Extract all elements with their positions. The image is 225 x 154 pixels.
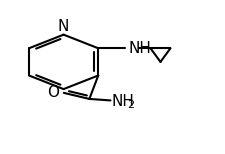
Text: N: N <box>58 19 69 34</box>
Text: NH: NH <box>112 94 135 109</box>
Text: NH: NH <box>128 41 151 56</box>
Text: 2: 2 <box>127 100 134 110</box>
Text: O: O <box>47 85 59 100</box>
